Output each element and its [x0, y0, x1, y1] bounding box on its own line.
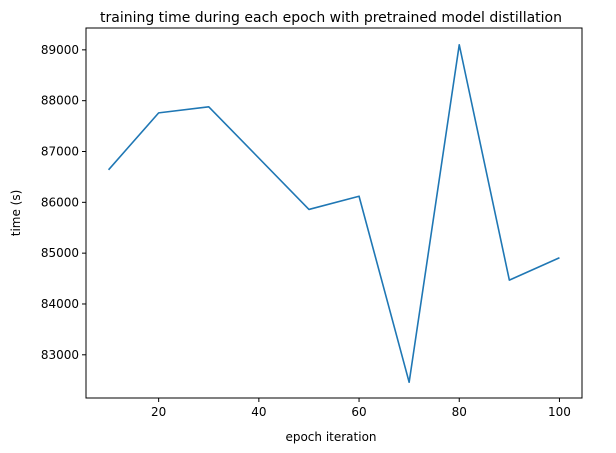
y-tick-label: 83000 — [41, 348, 79, 362]
y-axis-label: time (s) — [9, 190, 23, 237]
y-tick-label: 84000 — [41, 297, 79, 311]
x-tick-label: 40 — [251, 405, 266, 419]
x-axis: 20 40 60 80 100 — [151, 398, 571, 419]
y-axis: 83000 84000 85000 86000 87000 88000 89000 — [41, 43, 86, 362]
x-axis-label: epoch iteration — [285, 430, 376, 444]
y-tick-label: 87000 — [41, 145, 79, 159]
y-tick-label: 88000 — [41, 94, 79, 108]
x-tick-label: 20 — [151, 405, 166, 419]
y-tick-label: 86000 — [41, 195, 79, 209]
y-tick-label: 85000 — [41, 246, 79, 260]
chart-title: training time during each epoch with pre… — [100, 10, 562, 26]
plot-area — [107, 43, 560, 384]
x-tick-label: 60 — [351, 405, 366, 419]
x-tick-label: 80 — [452, 405, 467, 419]
series-line — [107, 43, 560, 384]
y-tick-label: 89000 — [41, 43, 79, 57]
axes-frame — [85, 27, 583, 399]
x-tick-label: 100 — [548, 405, 571, 419]
